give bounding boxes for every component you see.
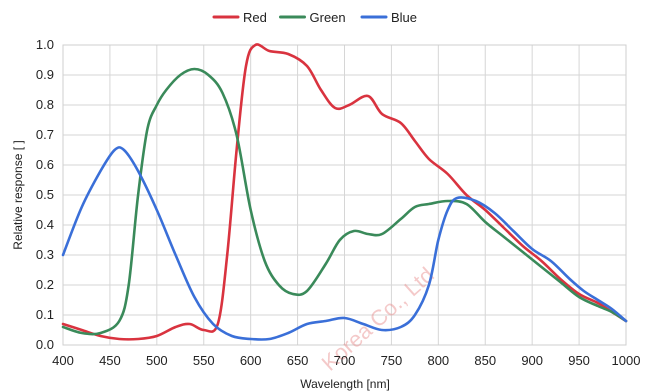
x-tick-label: 900	[521, 353, 543, 368]
y-tick-label: 0.5	[36, 187, 54, 202]
x-tick-label: 850	[474, 353, 496, 368]
series-line-green	[61, 67, 628, 336]
x-axis-label: Wavelength [nm]	[300, 377, 390, 391]
x-tick-label: 950	[568, 353, 590, 368]
y-tick-labels: 0.0 0.1 0.2 0.3 0.4 0.5 0.6 0.7 0.8 0.9 1.0	[36, 37, 54, 352]
legend-item-green: Green	[279, 10, 346, 25]
legend-label: Red	[243, 10, 267, 25]
y-tick-label: 0.4	[36, 217, 54, 232]
y-tick-label: 0.7	[36, 127, 54, 142]
x-tick-label: 800	[427, 353, 449, 368]
series-lines	[61, 43, 628, 341]
x-tick-label: 600	[240, 353, 262, 368]
x-tick-label: 1000	[612, 353, 641, 368]
x-tick-label: 400	[52, 353, 74, 368]
legend-label: Green	[310, 10, 346, 25]
y-tick-label: 0.3	[36, 247, 54, 262]
y-tick-label: 0.2	[36, 277, 54, 292]
grid	[62, 44, 627, 346]
series-line-blue	[61, 146, 628, 341]
legend-item-blue: Blue	[360, 10, 417, 25]
legend: Red Green Blue	[212, 10, 417, 25]
plot-frame	[62, 44, 627, 346]
x-tick-label: 450	[99, 353, 121, 368]
x-tick-label: 550	[193, 353, 215, 368]
y-tick-label: 0.8	[36, 97, 54, 112]
x-tick-label: 650	[287, 353, 309, 368]
legend-label: Blue	[391, 10, 417, 25]
y-tick-label: 1.0	[36, 37, 54, 52]
legend-item-red: Red	[212, 10, 267, 25]
y-tick-label: 0.9	[36, 67, 54, 82]
x-tick-label: 500	[146, 353, 168, 368]
series-line-red	[61, 43, 628, 341]
y-tick-label: 0.6	[36, 157, 54, 172]
y-tick-label: 0.0	[36, 337, 54, 352]
x-tick-labels: 400 450 500 550 600 650 700 750 800 850 900 950 1000	[52, 353, 640, 368]
y-axis-label: Relative response [ ]	[11, 140, 25, 249]
y-tick-label: 0.1	[36, 307, 54, 322]
x-tick-label: 750	[381, 353, 403, 368]
x-tick-label: 700	[334, 353, 356, 368]
